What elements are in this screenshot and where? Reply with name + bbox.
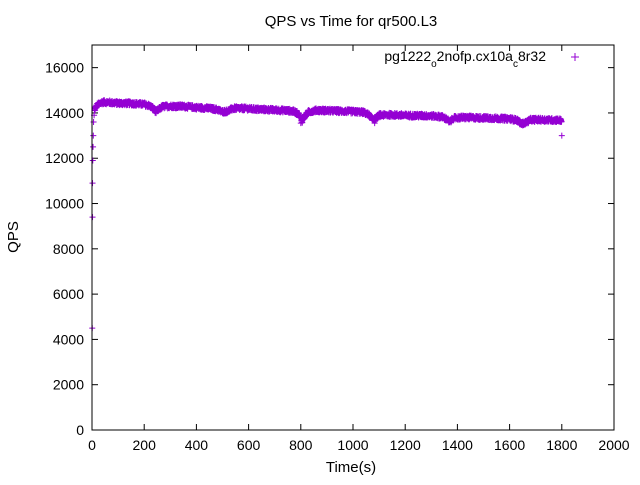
chart-title: QPS vs Time for qr500.L3 [265, 13, 438, 30]
y-tick-label: 10000 [45, 196, 84, 212]
y-tick-label: 0 [76, 422, 84, 438]
x-tick-label: 800 [289, 437, 313, 453]
x-axis-label: Time(s) [326, 459, 376, 476]
x-tick-label: 0 [88, 437, 96, 453]
x-tick-label: 1400 [442, 437, 473, 453]
y-tick-label: 8000 [53, 241, 84, 257]
data-point [89, 214, 96, 221]
data-point [90, 132, 97, 139]
data-point [90, 143, 97, 150]
data-point [371, 120, 378, 127]
data-point [297, 120, 304, 127]
x-tick-label: 400 [185, 437, 209, 453]
legend-subscript: c [513, 59, 518, 70]
x-tick-label: 2000 [598, 437, 629, 453]
legend-series-label: pg1222o2nofp.cx10ac8r32 [384, 48, 546, 70]
x-tick-label: 1800 [546, 437, 577, 453]
data-point [90, 119, 97, 125]
legend-marker-plus [571, 53, 579, 61]
x-tick-label: 600 [237, 437, 261, 453]
legend-text-part: pg1222 [384, 48, 431, 64]
y-tick-label: 16000 [45, 60, 84, 76]
plot-frame [91, 44, 615, 431]
data-point [558, 132, 565, 139]
y-tick-label: 2000 [53, 377, 84, 393]
x-tick-label: 1200 [390, 437, 421, 453]
legend-subscript: o [431, 59, 437, 70]
legend-text-part: 2nofp.cx10a [437, 48, 513, 64]
x-tick-label: 1000 [337, 437, 368, 453]
y-tick-label: 4000 [53, 331, 84, 347]
y-tick-label: 14000 [45, 105, 84, 121]
data-point [558, 118, 565, 125]
y-tick-label: 12000 [45, 150, 84, 166]
legend: pg1222o2nofp.cx10ac8r32 [384, 48, 579, 70]
x-tick-label: 1600 [494, 437, 525, 453]
axis-ticks: 0 200 400 600 800 1000 1200 1400 1600 1800 2000 0 20… [45, 45, 630, 453]
legend-marker [571, 53, 579, 61]
x-tick-label: 200 [133, 437, 157, 453]
data-point [89, 180, 96, 187]
y-axis-label: QPS [5, 221, 22, 253]
data-point [89, 157, 96, 164]
y-tick-label: 6000 [53, 286, 84, 302]
data-points [89, 97, 565, 332]
legend-text-part: 8r32 [518, 48, 546, 64]
